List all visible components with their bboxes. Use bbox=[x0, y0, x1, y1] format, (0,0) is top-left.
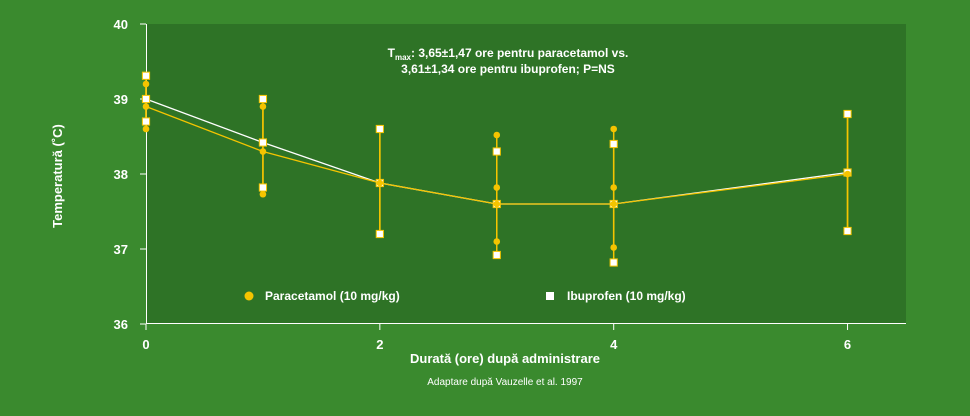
paracetamol-mean-marker bbox=[142, 103, 150, 110]
paracetamol-line bbox=[145, 105, 848, 205]
paracetamol-low-marker bbox=[493, 238, 501, 245]
paracetamol-high-marker bbox=[610, 125, 617, 133]
ibuprofen-mean-marker bbox=[258, 138, 268, 147]
legend-ibuprofen-label: Ibuprofen (10 mg/kg) bbox=[567, 289, 686, 303]
ibuprofen-low-marker bbox=[141, 117, 151, 126]
legend: Paracetamol (10 mg/kg) Ibuprofen (10 mg/… bbox=[244, 289, 686, 303]
paracetamol-low-marker bbox=[142, 125, 150, 133]
annotation-line-2: 3,61±1,34 ore pentru ibuprofen; P=NS bbox=[401, 62, 615, 76]
ibuprofen-high-marker bbox=[375, 124, 384, 134]
x-tick-label: 0 bbox=[142, 337, 149, 352]
legend-paracetamol-label: Paracetamol (10 mg/kg) bbox=[265, 289, 400, 303]
paracetamol-low-marker bbox=[610, 244, 617, 251]
plot-area bbox=[146, 24, 906, 324]
paracetamol-low-marker bbox=[259, 190, 267, 198]
ibuprofen-low-marker bbox=[609, 258, 618, 267]
y-tick-label: 36 bbox=[114, 317, 128, 332]
paracetamol-high-marker bbox=[259, 103, 267, 110]
x-tick-label: 4 bbox=[610, 337, 618, 352]
paracetamol-mean-marker bbox=[259, 148, 267, 155]
y-tick-label: 38 bbox=[114, 167, 128, 182]
y-tick-label: 39 bbox=[114, 92, 128, 107]
annotation-line-1: Tmax: 3,65±1,47 ore pentru paracetamol v… bbox=[388, 46, 629, 62]
ibuprofen-low-marker bbox=[492, 250, 501, 260]
x-tick-label: 2 bbox=[376, 337, 383, 352]
x-axis-title: Durată (ore) după administrare bbox=[410, 351, 600, 366]
ibuprofen-mean-marker bbox=[141, 94, 151, 104]
y-tick-label: 37 bbox=[114, 242, 128, 257]
ibuprofen-high-marker bbox=[609, 139, 618, 149]
legend-paracetamol-marker bbox=[244, 291, 254, 301]
paracetamol-mean-marker bbox=[844, 170, 851, 178]
paracetamol-marker bbox=[610, 184, 617, 191]
paracetamol-high-marker bbox=[142, 80, 150, 88]
ibuprofen-high-marker bbox=[492, 147, 501, 156]
ibuprofen-low-marker bbox=[843, 226, 852, 236]
source-note: Adaptare după Vauzelle et al. 1997 bbox=[427, 377, 583, 388]
paracetamol-mean-marker bbox=[376, 179, 384, 187]
ibuprofen-high-marker bbox=[141, 71, 151, 80]
ibuprofen-low-marker bbox=[375, 229, 384, 239]
ibuprofen-high-marker bbox=[258, 94, 268, 104]
ibuprofen-low-marker bbox=[258, 183, 268, 192]
paracetamol-mean-marker bbox=[610, 200, 617, 208]
y-tick-label: 40 bbox=[114, 17, 128, 32]
x-tick-label: 6 bbox=[844, 337, 851, 352]
paracetamol-high-marker bbox=[493, 131, 501, 139]
y-axis-title: Temperatură (˚C) bbox=[50, 124, 65, 228]
paracetamol-marker bbox=[493, 184, 501, 191]
legend-ibuprofen-marker bbox=[546, 292, 554, 300]
ibuprofen-high-marker bbox=[843, 109, 852, 119]
paracetamol-mean-marker bbox=[493, 200, 501, 208]
